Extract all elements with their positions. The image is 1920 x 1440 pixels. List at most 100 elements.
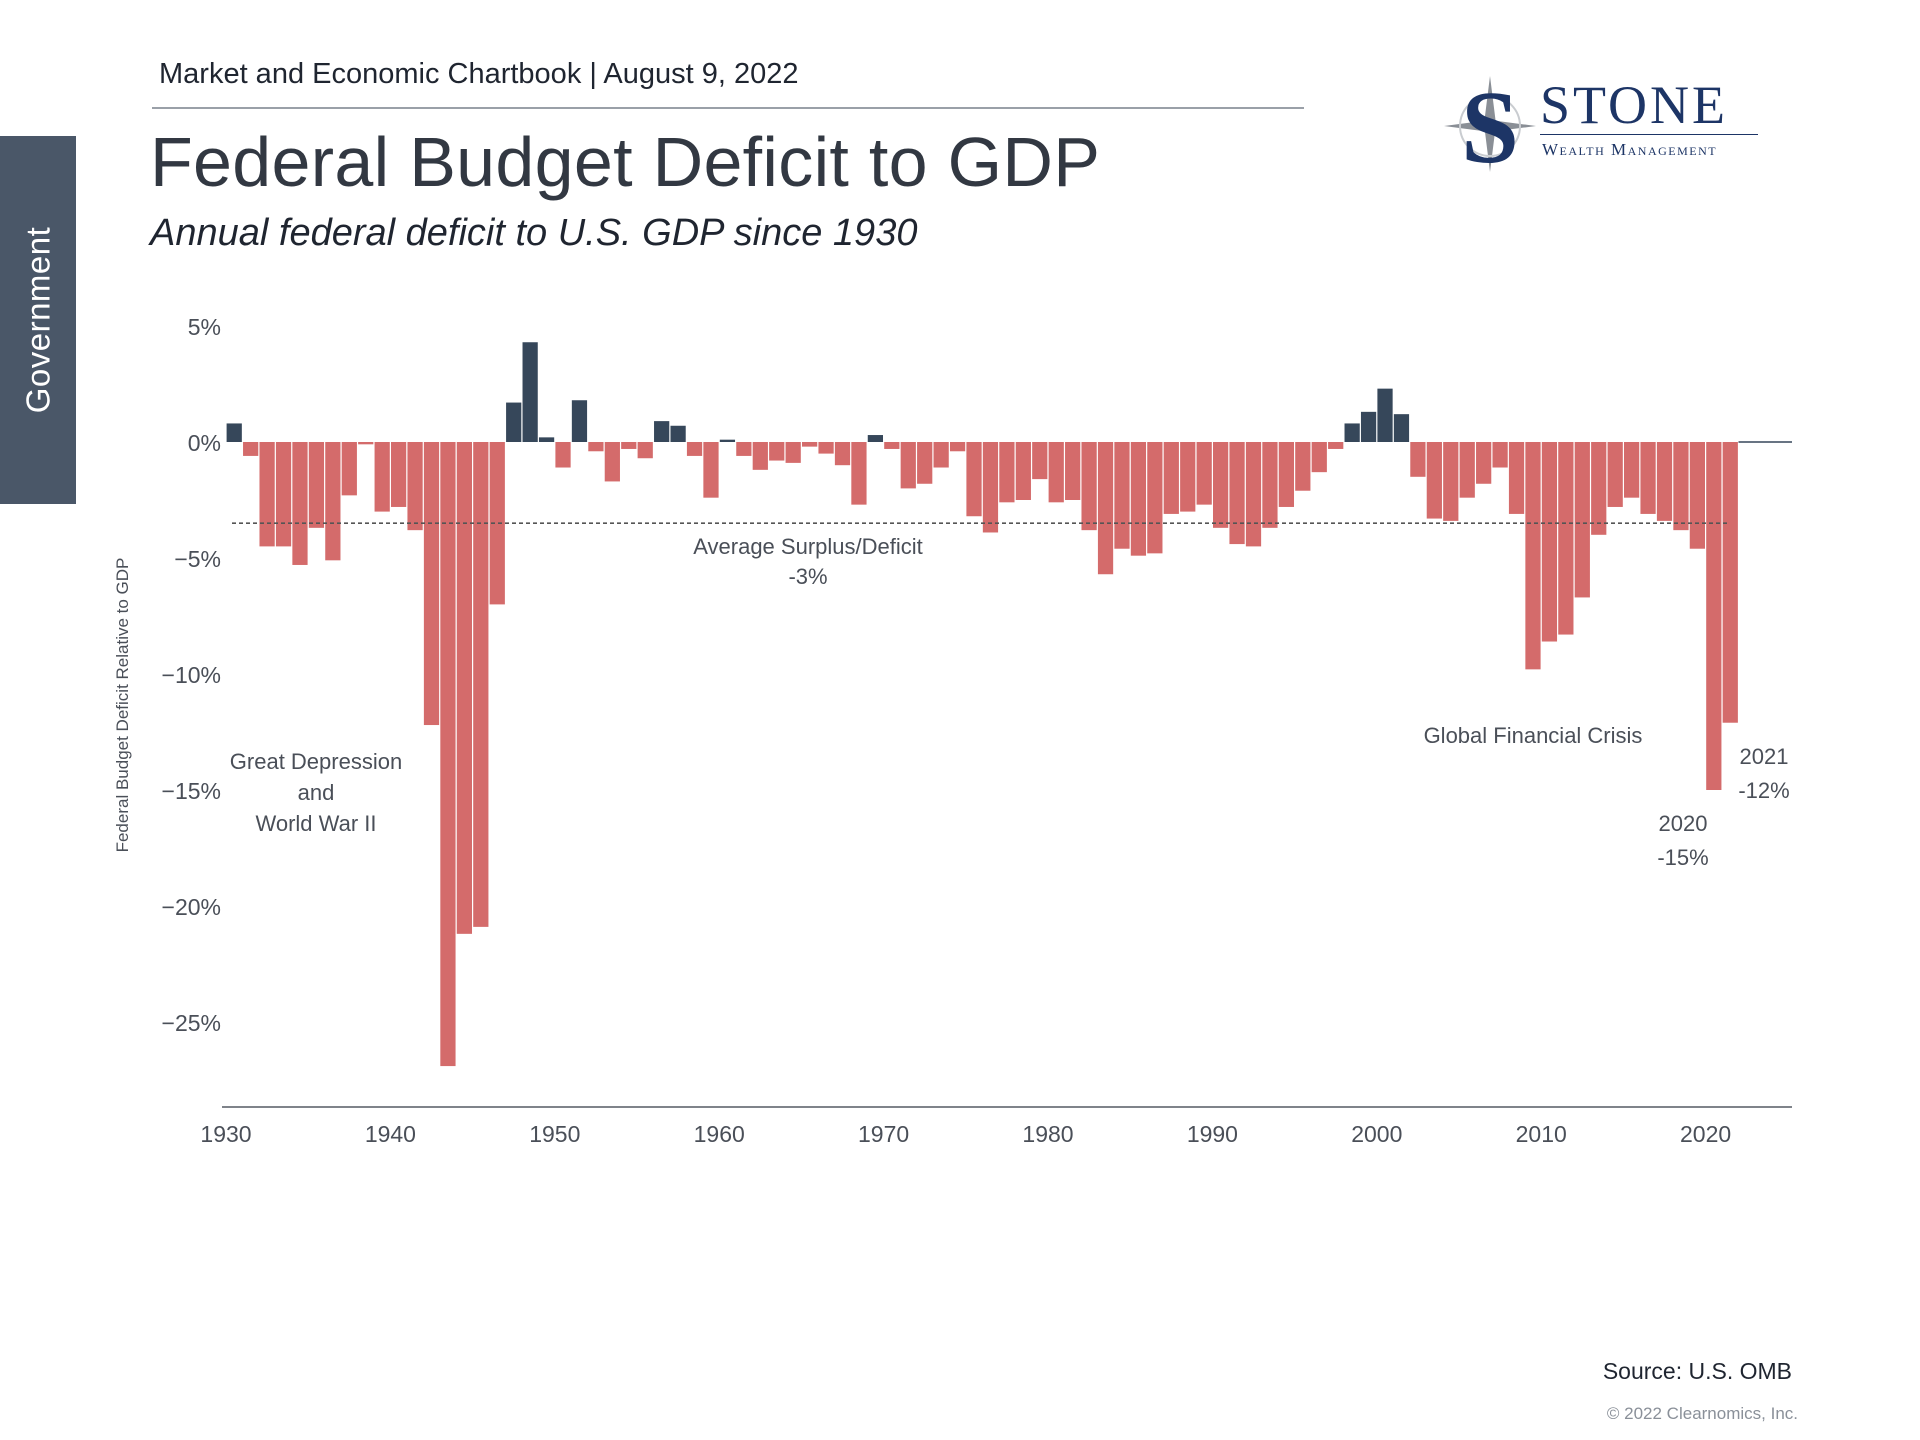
bar-1967 xyxy=(834,442,851,466)
bar-2012 xyxy=(1574,442,1590,598)
bar-1961 xyxy=(736,442,752,456)
bar-1956 xyxy=(654,421,670,442)
bar-1997 xyxy=(1328,442,1344,449)
bar-2011 xyxy=(1558,442,1574,635)
bar-1982 xyxy=(1081,442,1097,531)
x-tick-label: 1930 xyxy=(200,1121,251,1147)
bar-1978 xyxy=(1015,442,1031,500)
bar-1983 xyxy=(1097,442,1114,575)
x-tick-label: 1950 xyxy=(529,1121,580,1147)
bar-2013 xyxy=(1591,442,1607,535)
bar-2008 xyxy=(1508,442,1525,514)
page-title: Federal Budget Deficit to GDP xyxy=(150,123,1101,201)
annotation-2021-value: -12% xyxy=(1738,778,1789,803)
bar-1991 xyxy=(1229,442,1245,545)
average-annotation-value: -3% xyxy=(788,564,827,589)
bar-2005 xyxy=(1459,442,1475,498)
bar-1936 xyxy=(325,442,341,561)
logo-subtitle: Wealth Management xyxy=(1542,140,1718,159)
section-tab-government[interactable]: Government xyxy=(0,136,76,504)
bar-1951 xyxy=(571,400,588,442)
x-tick-label: 1970 xyxy=(858,1121,909,1147)
bar-1965 xyxy=(802,442,818,447)
y-tick-label: −20% xyxy=(162,894,221,920)
bar-1970 xyxy=(884,442,900,449)
x-tick-label: 1940 xyxy=(365,1121,416,1147)
bar-2016 xyxy=(1640,442,1656,514)
bar-1947 xyxy=(506,402,522,442)
x-tick-label: 1960 xyxy=(694,1121,745,1147)
bar-1987 xyxy=(1163,442,1179,514)
bar-2004 xyxy=(1443,442,1459,521)
bar-2014 xyxy=(1607,442,1623,507)
bar-1942 xyxy=(423,442,440,726)
bar-2010 xyxy=(1541,442,1558,642)
bar-1939 xyxy=(374,442,390,512)
bar-1954 xyxy=(621,442,637,449)
y-tick-label: −25% xyxy=(162,1010,221,1036)
bar-1959 xyxy=(703,442,719,498)
bar-1958 xyxy=(686,442,703,456)
bar-1992 xyxy=(1245,442,1262,547)
bar-1963 xyxy=(769,442,785,461)
bar-1994 xyxy=(1278,442,1294,507)
bar-2000 xyxy=(1377,388,1393,442)
bar-1949 xyxy=(538,437,555,442)
bar-1943 xyxy=(440,442,456,1067)
bar-1974 xyxy=(949,442,966,452)
depression-annotation: Great Depression xyxy=(230,749,402,774)
bar-2020 xyxy=(1706,442,1722,790)
bar-1976 xyxy=(982,442,999,533)
x-tick-label: 1990 xyxy=(1187,1121,1238,1147)
bar-2006 xyxy=(1476,442,1492,484)
bar-1944 xyxy=(456,442,472,934)
bar-1989 xyxy=(1196,442,1212,505)
bar-1998 xyxy=(1344,423,1360,442)
bar-1955 xyxy=(637,442,653,459)
bar-1993 xyxy=(1262,442,1278,528)
bar-1957 xyxy=(670,425,686,442)
bar-1960 xyxy=(719,439,736,442)
y-tick-label: −15% xyxy=(162,778,221,804)
bar-1969 xyxy=(867,435,883,442)
average-annotation-label: Average Surplus/Deficit xyxy=(693,534,923,559)
x-tick-label: 2010 xyxy=(1516,1121,1567,1147)
y-axis-label: Federal Budget Deficit Relative to GDP xyxy=(113,558,132,853)
logo-wordmark: STONE xyxy=(1540,75,1729,135)
bar-1931 xyxy=(243,442,259,456)
bar-1986 xyxy=(1147,442,1163,554)
bar-1946 xyxy=(489,442,505,605)
bar-1984 xyxy=(1114,442,1130,549)
bar-1977 xyxy=(999,442,1015,503)
bar-1988 xyxy=(1180,442,1196,512)
x-tick-label: 2000 xyxy=(1351,1121,1402,1147)
compass-s-icon: S xyxy=(1444,70,1536,185)
annotation-2020-year: 2020 xyxy=(1659,811,1708,836)
stone-logo: S STONE Wealth Management xyxy=(1440,70,1760,185)
bar-1948 xyxy=(522,342,538,442)
bar-1975 xyxy=(966,442,982,517)
bar-2007 xyxy=(1492,442,1508,468)
bar-2019 xyxy=(1689,442,1705,549)
bar-1973 xyxy=(933,442,949,468)
bar-1938 xyxy=(358,442,374,445)
bar-1966 xyxy=(818,442,834,454)
logo-s-letter: S xyxy=(1461,72,1519,182)
y-tick-label: 0% xyxy=(188,430,221,456)
copyright-note: © 2022 Clearnomics, Inc. xyxy=(1606,1404,1798,1423)
gfc-annotation: Global Financial Crisis xyxy=(1424,723,1643,748)
bar-1968 xyxy=(851,442,867,505)
bar-1945 xyxy=(473,442,489,927)
bar-1933 xyxy=(275,442,292,547)
bar-1971 xyxy=(900,442,916,489)
logo-rule xyxy=(1540,134,1758,135)
bar-1996 xyxy=(1311,442,1327,473)
bar-2015 xyxy=(1624,442,1640,498)
bar-1962 xyxy=(752,442,768,470)
bar-1995 xyxy=(1295,442,1311,491)
annotation-2021-year: 2021 xyxy=(1740,744,1789,769)
bar-1941 xyxy=(407,442,423,531)
bar-1937 xyxy=(341,442,357,496)
bar-2018 xyxy=(1673,442,1689,531)
bar-2003 xyxy=(1426,442,1442,519)
